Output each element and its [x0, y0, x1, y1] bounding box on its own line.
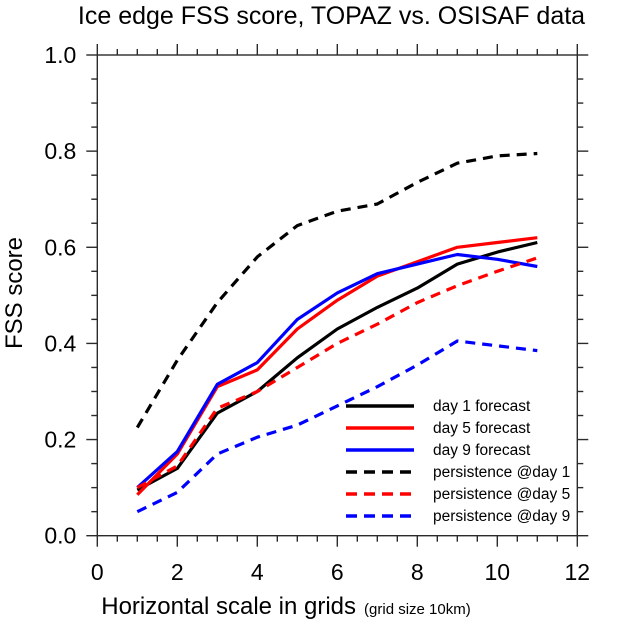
series-line-day-1-forecast — [136, 240, 538, 492]
y-tick-label: 0.8 — [44, 138, 76, 164]
y-tick-label: 1.0 — [44, 42, 76, 68]
x-tick-label: 10 — [485, 559, 511, 585]
x-axis-label-wrap: Horizontal scale in grids (grid size 10k… — [0, 593, 572, 621]
x-tick-label: 8 — [411, 559, 424, 585]
legend-label: day 9 forecast — [433, 442, 531, 459]
x-tick-label: 12 — [565, 559, 591, 585]
y-tick-label: 0.4 — [44, 330, 76, 356]
x-tick-label: 2 — [171, 559, 184, 585]
legend-label: day 1 forecast — [433, 398, 531, 415]
legend-label: persistence @day 5 — [433, 486, 570, 503]
legend-label: day 5 forecast — [433, 420, 531, 437]
x-tick-label: 4 — [251, 559, 264, 585]
x-tick-label: 0 — [91, 559, 104, 585]
series-line-persistence--day-1 — [135, 151, 538, 429]
x-tick-label: 6 — [331, 559, 344, 585]
y-tick-label: 0.0 — [44, 523, 76, 549]
x-axis-label: Horizontal scale in grids — [101, 593, 357, 620]
legend-label: persistence @day 1 — [433, 464, 570, 481]
chart-title: Ice edge FSS score, TOPAZ vs. OSISAF dat… — [77, 2, 586, 30]
y-axis-label: FSS score — [1, 236, 28, 350]
series-line-persistence--day-9 — [136, 339, 538, 514]
series-line-persistence--day-5 — [136, 256, 538, 490]
y-tick-label: 0.2 — [44, 427, 76, 453]
series-line-day-9-forecast — [136, 252, 538, 489]
legend-label: persistence @day 9 — [433, 508, 570, 525]
x-axis-unit-note: (grid size 10km) — [364, 601, 471, 618]
y-tick-label: 0.6 — [44, 234, 76, 260]
